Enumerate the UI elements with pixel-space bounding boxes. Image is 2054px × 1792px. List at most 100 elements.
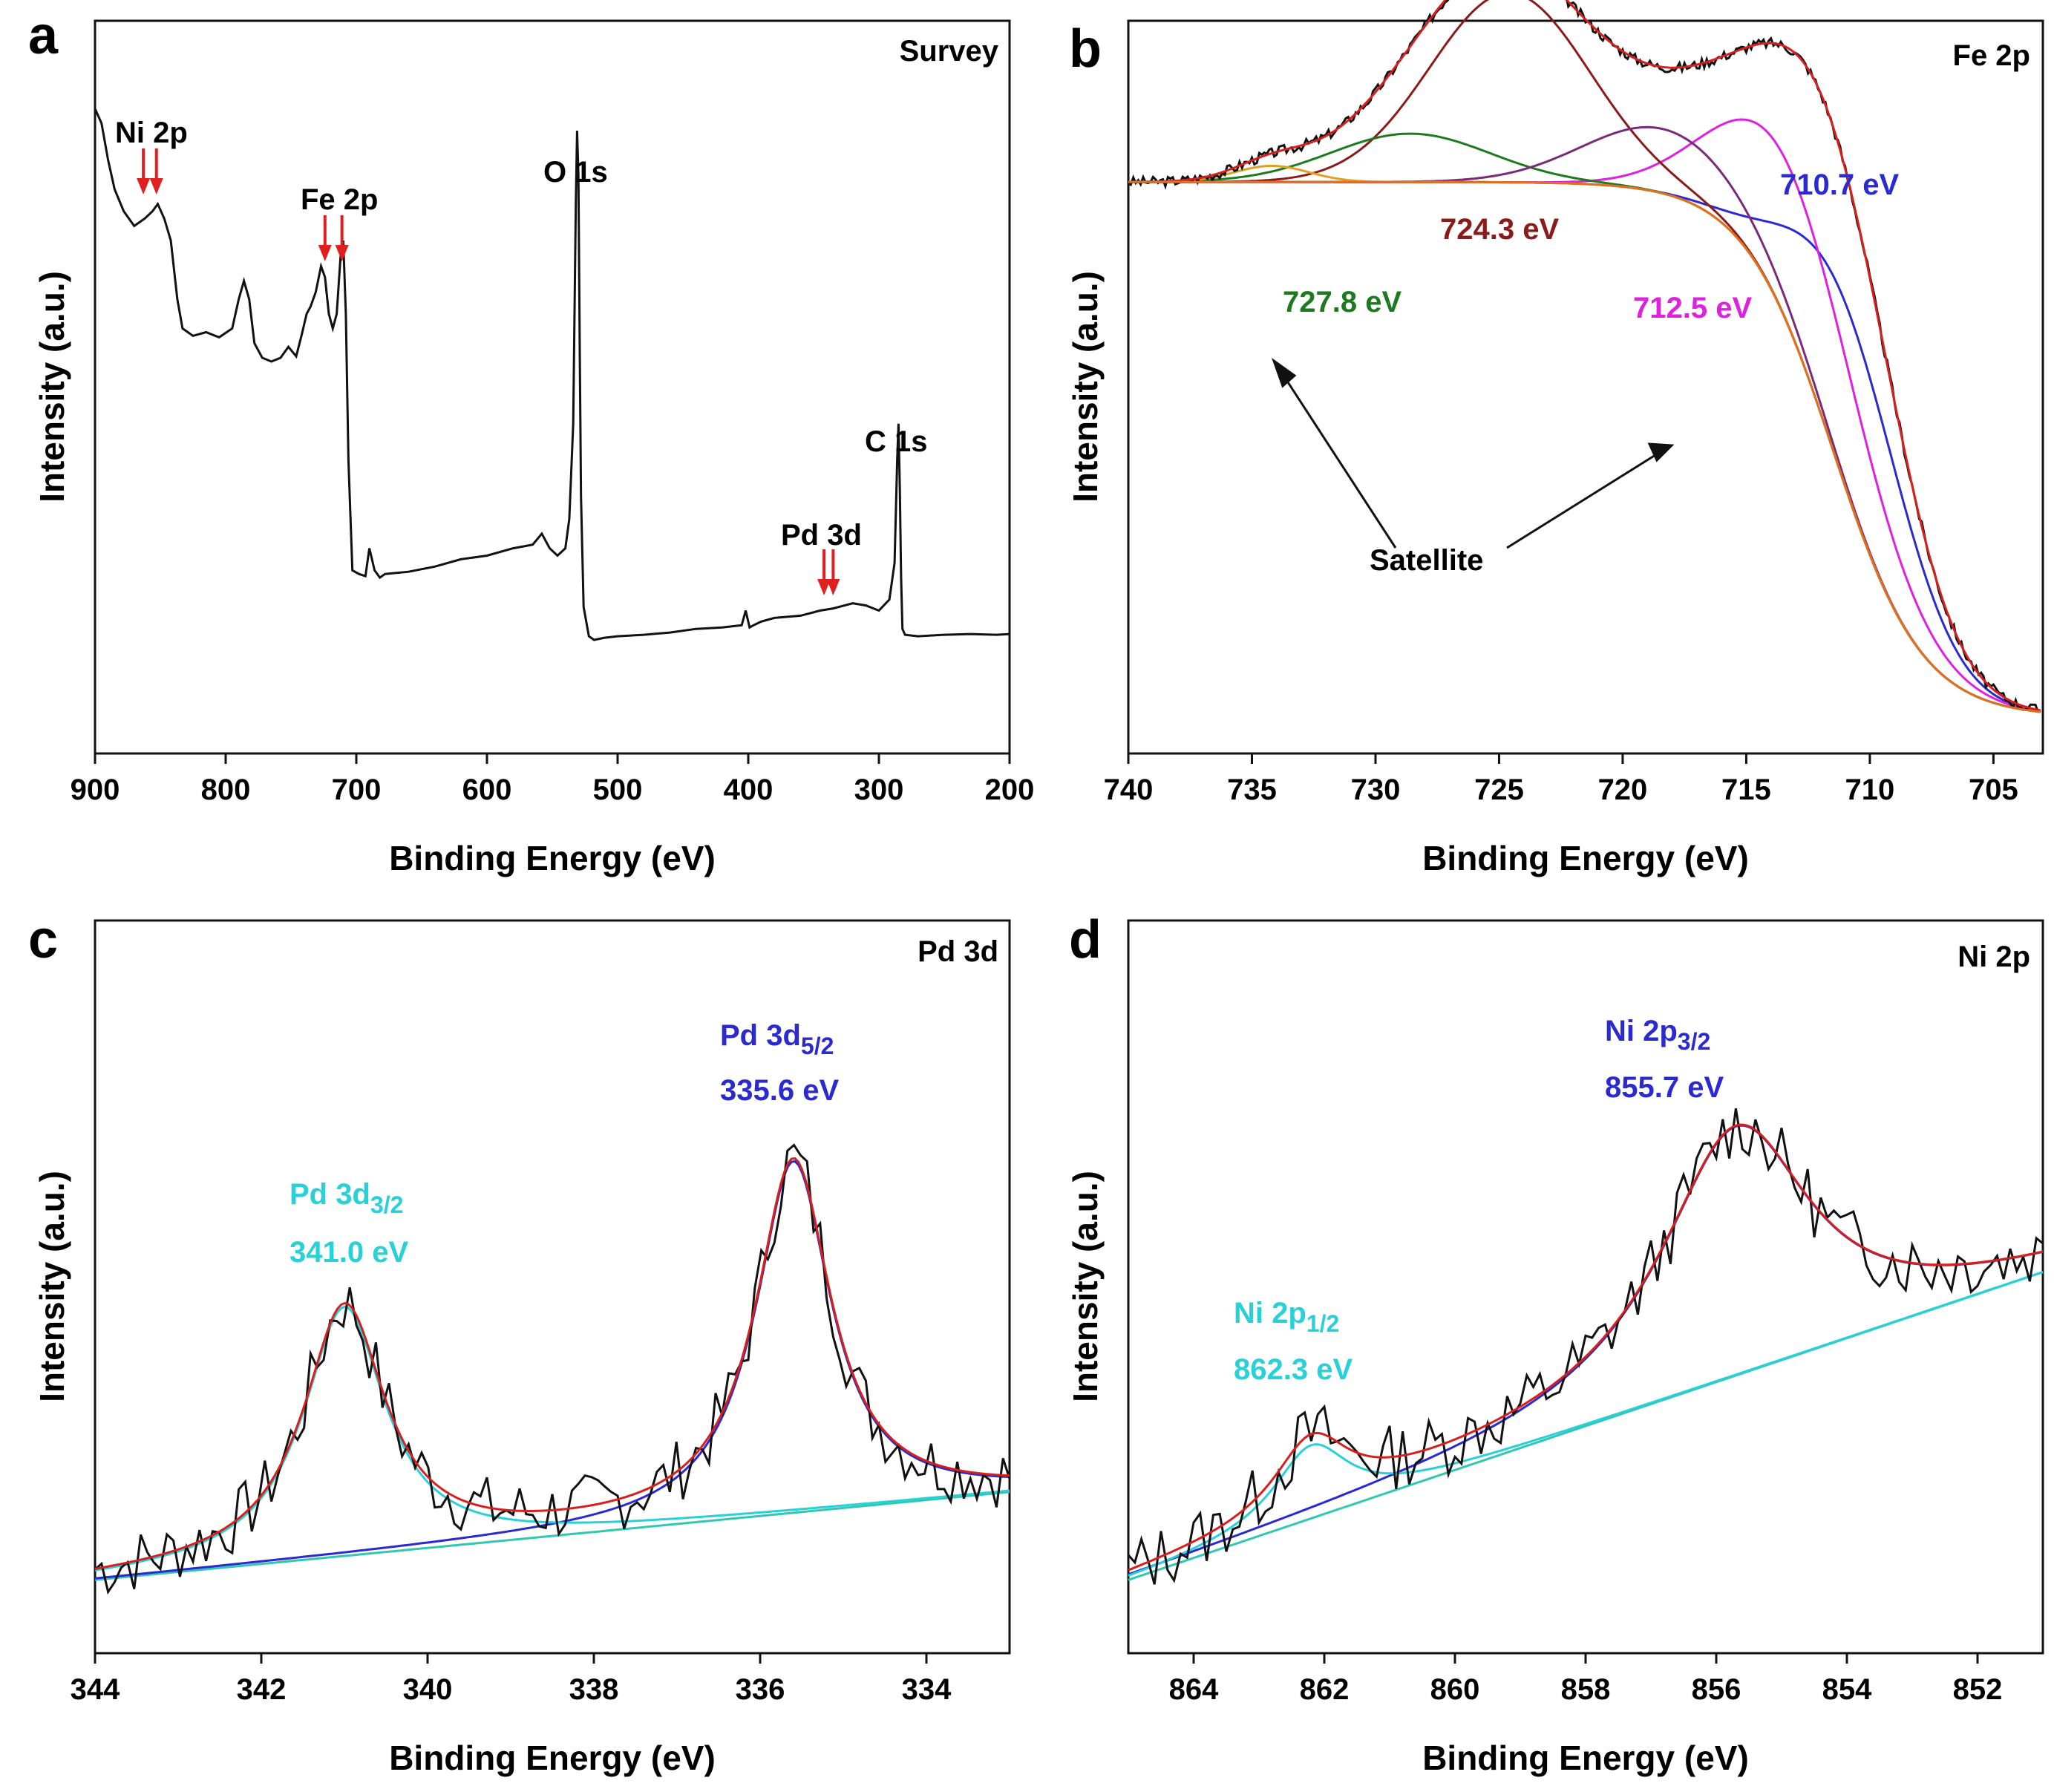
label-subscript: 1/2: [1306, 1310, 1339, 1337]
panel-title: Ni 2p: [1957, 941, 2030, 973]
peak-label-724-3: 724.3 eV: [1440, 213, 1559, 246]
background-line: [1128, 180, 2041, 713]
peak-label-ni-2p32: Ni 2p3/2: [1605, 1015, 1710, 1055]
x-tick-label: 344: [71, 1673, 120, 1706]
plot-frame: [1127, 19, 2044, 755]
panel-d-ni2p: 864 862 860 858 856 854 852 Ni 2p Ni 2p3/2 855…: [1066, 919, 2044, 1777]
x-tick-label: 400: [724, 774, 773, 806]
fit-component-line: [1128, 164, 2041, 713]
panel-a-survey: 900 800 700 600 500 400 300 200 Survey Ni 2p Fe…: [33, 19, 1035, 877]
panel-letter-b: b: [1069, 19, 1102, 79]
panel-title: Fe 2p: [1953, 39, 2030, 72]
satellite-arrows: [1272, 358, 1675, 549]
panel-title: Survey: [900, 35, 999, 68]
pd-3d-label: Pd 3d: [781, 519, 862, 552]
x-tick-label: 900: [71, 774, 120, 806]
x-tick-label: 860: [1430, 1673, 1480, 1706]
x-axis-label: Binding Energy (eV): [1422, 839, 1749, 877]
peak-label-727-8: 727.8 eV: [1283, 286, 1402, 318]
x-tick-label: 720: [1598, 774, 1648, 806]
x-tick-label: 334: [902, 1673, 952, 1706]
x-tick-label: 200: [985, 774, 1035, 806]
x-tick-label: 854: [1822, 1673, 1872, 1706]
x-tick-label: 710: [1845, 774, 1895, 806]
x-tick-label: 700: [332, 774, 382, 806]
x-ticks: 344 342 340 338 336 334: [71, 1653, 952, 1706]
label-base: Ni 2p: [1234, 1297, 1306, 1330]
fit-component-line: [1128, 0, 2041, 713]
satellite-label: Satellite: [1370, 544, 1483, 577]
label-subscript: 3/2: [370, 1191, 403, 1218]
raw-spectrum-line: [1128, 0, 2041, 713]
y-axis-label: Intensity (a.u.): [1066, 271, 1105, 503]
x-tick-label: 856: [1692, 1673, 1741, 1706]
peak-arrowhead: [149, 178, 163, 194]
panel-letter-a: a: [28, 6, 59, 65]
envelope-fit-line: [94, 1157, 1010, 1570]
label-subscript: 3/2: [1678, 1028, 1710, 1055]
x-tick-label: 725: [1474, 774, 1524, 806]
peak-arrowhead: [335, 245, 349, 261]
x-axis-label: Binding Energy (eV): [389, 1739, 716, 1777]
fit-component-line: [1128, 125, 2041, 713]
x-tick-label: 735: [1227, 774, 1277, 806]
panel-title: Pd 3d: [918, 935, 998, 968]
label-base: Ni 2p: [1605, 1015, 1678, 1047]
envelope-fit-line: [1128, 1123, 2044, 1572]
x-tick-label: 715: [1721, 774, 1771, 806]
o-1s-label: O 1s: [543, 156, 608, 189]
raw-spectrum-line: [94, 1143, 1011, 1595]
satellite-arrowhead-right: [1647, 442, 1675, 462]
plot-frame: [94, 19, 1011, 755]
x-tick-label: 300: [854, 774, 904, 806]
y-axis-label: Intensity (a.u.): [1066, 1171, 1105, 1402]
x-tick-label: 858: [1561, 1673, 1611, 1706]
x-tick-label: 862: [1300, 1673, 1350, 1706]
peak-arrowhead: [826, 579, 840, 595]
fit-component-line: [1128, 118, 2041, 713]
peak-label-712-5: 712.5 eV: [1633, 292, 1752, 324]
fit-component-line: [94, 1160, 1010, 1580]
satellite-arrowhead-left: [1272, 358, 1297, 388]
label-subscript: 5/2: [801, 1033, 834, 1059]
label-base: Pd 3d: [290, 1178, 370, 1211]
peak-arrows: [137, 148, 840, 595]
x-tick-label: 336: [736, 1673, 785, 1706]
y-axis-label: Intensity (a.u.): [33, 271, 71, 503]
fit-component-line: [1128, 1124, 2044, 1576]
envelope-fit-line: [1128, 0, 2041, 712]
y-axis-label: Intensity (a.u.): [33, 1171, 71, 1402]
background-line: [94, 1491, 1010, 1581]
panel-letter-c: c: [28, 910, 58, 969]
x-tick-label: 340: [403, 1673, 453, 1706]
peak-label-710-7: 710.7 eV: [1780, 169, 1899, 201]
panel-b-fe2p: 740 735 730 725 720 715 710 705 Fe 2p 710.7 eV …: [1066, 0, 2044, 877]
peak-label-pd-3d52: Pd 3d5/2: [720, 1019, 834, 1059]
label-base: Pd 3d: [720, 1019, 801, 1052]
x-tick-label: 705: [1969, 774, 2018, 806]
peak-label-ni-2p12: Ni 2p1/2: [1234, 1297, 1339, 1337]
plot-frame: [94, 919, 1011, 1655]
peak-energy-335-6: 335.6 eV: [720, 1074, 839, 1107]
fit-components: [1127, 1108, 2044, 1585]
x-ticks: 740 735 730 725 720 715 710 705: [1104, 753, 2018, 806]
ni-2p-label: Ni 2p: [115, 117, 188, 149]
x-tick-label: 338: [569, 1673, 619, 1706]
fit-component-line: [94, 1305, 1010, 1572]
peak-energy-341-0: 341.0 eV: [290, 1236, 408, 1269]
x-ticks: 864 862 860 858 856 854 852: [1169, 1653, 2003, 1706]
x-tick-label: 852: [1953, 1673, 2003, 1706]
x-tick-label: 740: [1104, 774, 1154, 806]
x-axis-label: Binding Energy (eV): [389, 839, 716, 877]
x-axis-label: Binding Energy (eV): [1422, 1739, 1749, 1777]
x-ticks: 900 800 700 600 500 400 300 200: [71, 753, 1035, 806]
peak-arrowhead: [137, 178, 151, 194]
peak-label-pd-3d32: Pd 3d3/2: [290, 1178, 403, 1218]
peak-energy-855-7: 855.7 eV: [1605, 1071, 1724, 1104]
peak-arrowhead: [817, 579, 831, 595]
survey-spectrum-line: [94, 108, 1010, 641]
fit-components: [94, 1143, 1011, 1595]
raw-spectrum-line: [1127, 1108, 2044, 1585]
x-tick-label: 864: [1169, 1673, 1219, 1706]
